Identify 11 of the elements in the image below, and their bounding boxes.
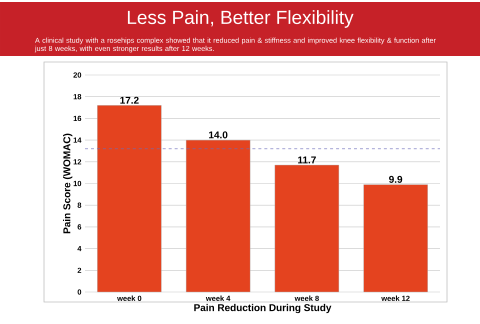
y-axis-title: Pain Score (WOMAC) [63,134,72,234]
bar [186,140,250,292]
x-axis-title: Pain Reduction During Study [194,304,332,314]
bar [97,105,162,292]
data-label: 11.7 [298,156,316,164]
data-label: 17.2 [120,96,139,104]
data-label: 14.0 [209,131,228,138]
chart-title: Less Pain, Better Flexibility [128,10,354,28]
bar [363,184,428,292]
data-label: 9.9 [389,176,402,183]
bar [274,164,340,292]
